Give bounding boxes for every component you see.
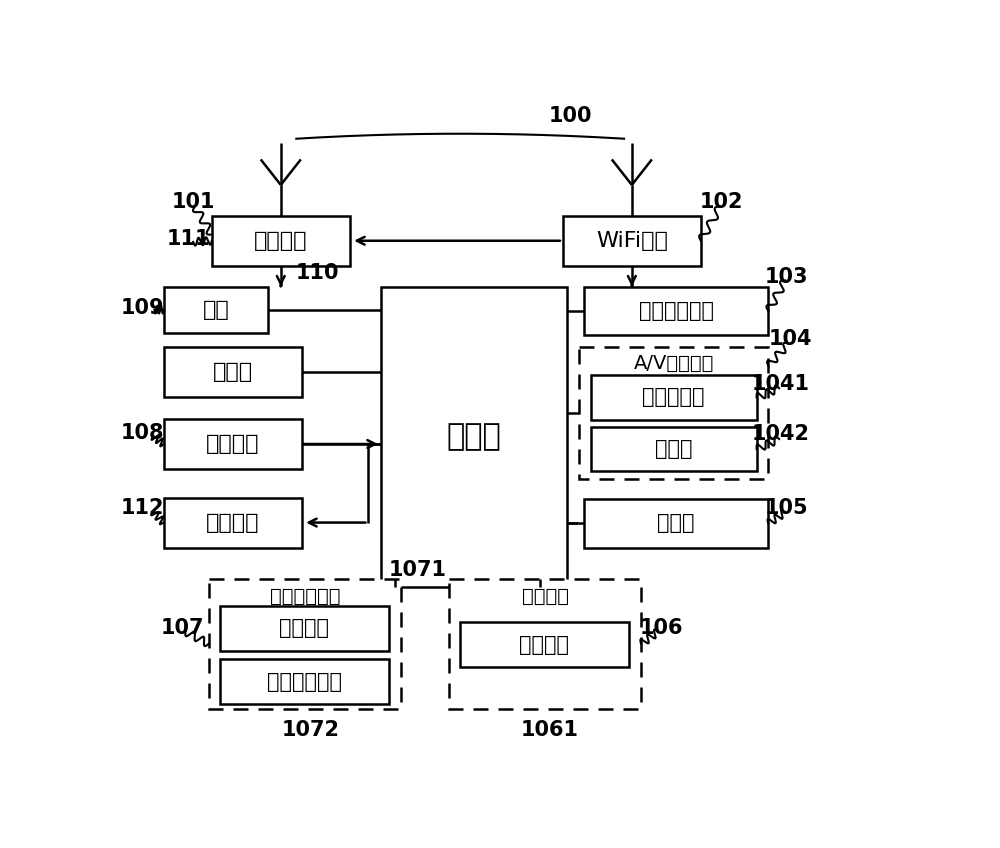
Bar — [212, 215, 350, 265]
Text: 图形处理器: 图形处理器 — [642, 388, 705, 407]
Text: 110: 110 — [295, 263, 339, 282]
Text: 显示面板: 显示面板 — [519, 634, 569, 655]
Text: 109: 109 — [120, 298, 164, 318]
Bar — [579, 347, 768, 479]
Text: 102: 102 — [700, 192, 744, 212]
Text: 音频输出单元: 音频输出单元 — [639, 301, 714, 321]
Text: 100: 100 — [549, 106, 592, 126]
Text: 蓝牙模块: 蓝牙模块 — [206, 512, 259, 533]
Text: 1072: 1072 — [282, 720, 340, 740]
Text: 1071: 1071 — [389, 560, 447, 580]
Bar — [449, 579, 641, 709]
Bar — [591, 427, 757, 471]
Bar — [164, 498, 302, 548]
Bar — [209, 579, 401, 709]
Text: 111: 111 — [167, 229, 210, 248]
Bar — [164, 347, 302, 397]
Text: 电源: 电源 — [203, 299, 229, 320]
Text: 1042: 1042 — [752, 424, 810, 444]
Text: 107: 107 — [161, 618, 204, 639]
Bar — [460, 622, 629, 667]
Bar — [584, 499, 768, 548]
Text: 101: 101 — [171, 192, 215, 212]
Bar — [563, 215, 701, 265]
Text: 108: 108 — [120, 423, 164, 443]
Text: 1041: 1041 — [752, 374, 810, 393]
Text: WiFi模块: WiFi模块 — [596, 231, 668, 251]
Text: 麦克风: 麦克风 — [655, 439, 692, 459]
Text: 106: 106 — [640, 618, 683, 639]
Text: 存储器: 存储器 — [213, 361, 253, 382]
Bar — [220, 659, 388, 704]
Text: A/V输入单元: A/V输入单元 — [634, 354, 714, 373]
Text: 其他输入设备: 其他输入设备 — [267, 672, 342, 692]
Bar — [164, 419, 302, 469]
Text: 104: 104 — [768, 329, 812, 349]
Bar — [381, 287, 567, 587]
Text: 103: 103 — [765, 267, 809, 287]
Bar — [220, 606, 388, 650]
Text: 触控面板: 触控面板 — [279, 618, 329, 639]
Text: 传感器: 传感器 — [657, 513, 695, 533]
Text: 112: 112 — [120, 499, 164, 518]
Bar — [164, 287, 268, 332]
Text: 显示单元: 显示单元 — [522, 587, 569, 605]
Bar — [584, 287, 768, 335]
Text: 用户输入单元: 用户输入单元 — [270, 587, 340, 605]
Text: 处理器: 处理器 — [446, 422, 501, 451]
Bar — [591, 375, 757, 420]
Text: 1061: 1061 — [521, 720, 579, 740]
Text: 射频单元: 射频单元 — [254, 231, 308, 251]
Text: 接口单元: 接口单元 — [206, 434, 259, 454]
Text: 105: 105 — [765, 498, 809, 517]
